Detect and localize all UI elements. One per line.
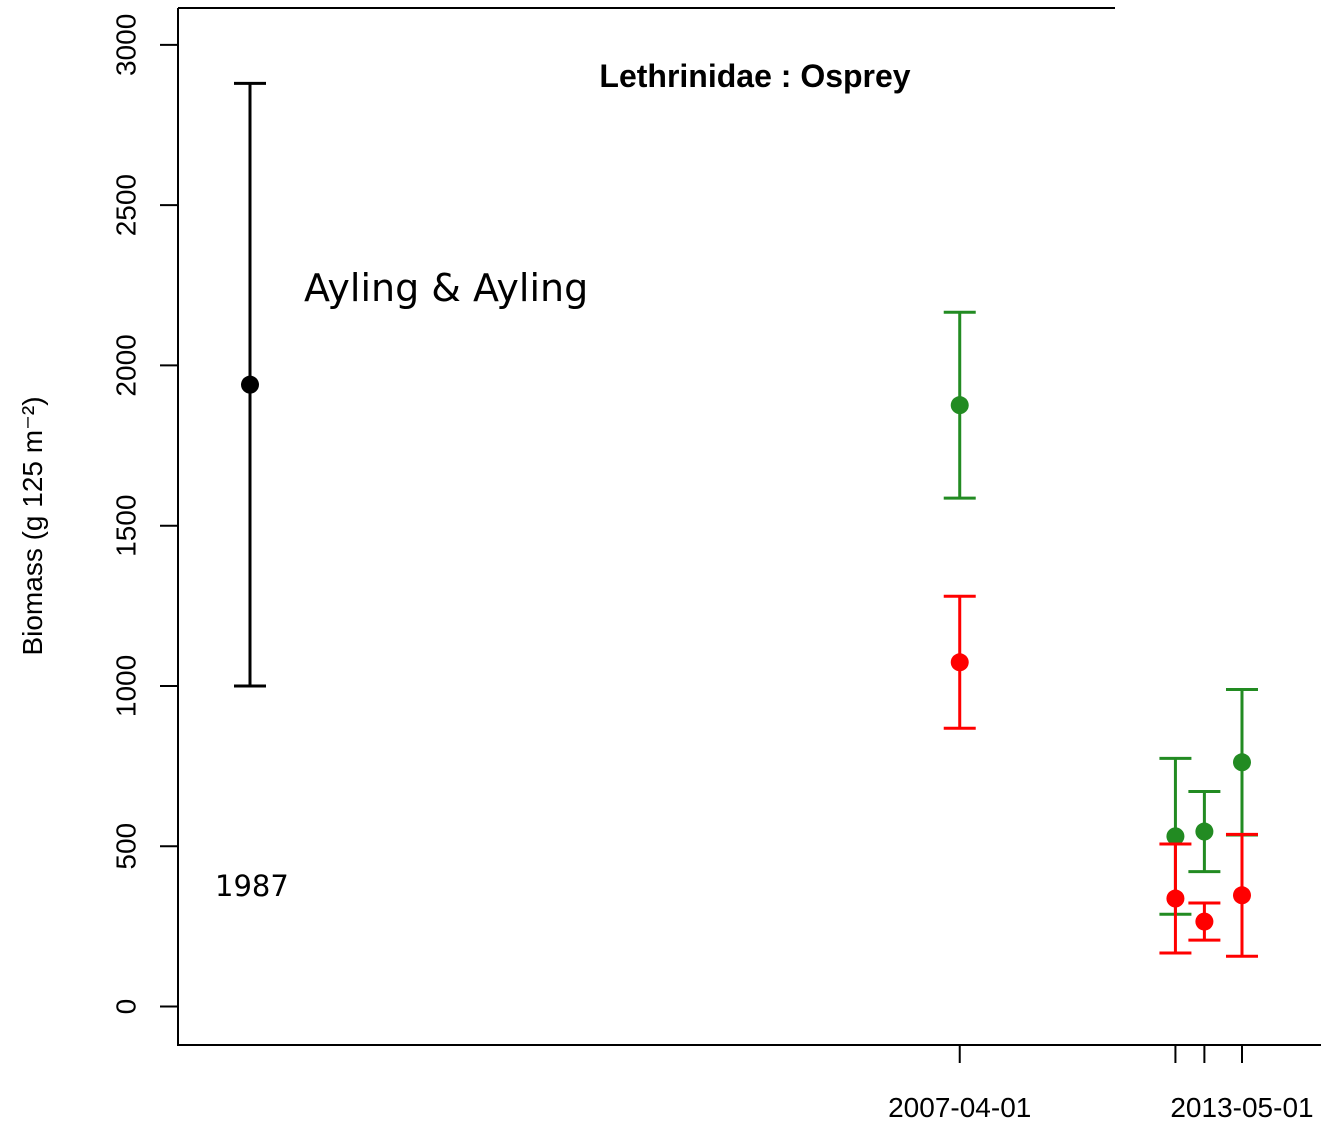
y-tick-label: 500 [110, 823, 141, 870]
y-tick-label: 1000 [110, 655, 141, 717]
x-tick-label: 2013-05-01 [1170, 1092, 1313, 1123]
reference-label: 1987 [215, 869, 289, 903]
plot-frame [177, 7, 1321, 1046]
point [1232, 886, 1251, 905]
chart-title: Lethrinidae : Osprey [599, 58, 910, 94]
y-tick-label: 1500 [110, 495, 141, 557]
point [1195, 912, 1214, 931]
point [1232, 753, 1251, 772]
y-tick-label: 0 [110, 999, 141, 1015]
y-axis-label: Biomass (g 125 m⁻²) [17, 396, 48, 655]
point [950, 653, 969, 672]
y-tick-label: 2000 [110, 334, 141, 396]
y-tick-label: 2500 [110, 174, 141, 236]
point [1195, 822, 1214, 841]
y-tick-label: 3000 [110, 14, 141, 76]
reference-point [241, 375, 259, 394]
annotation: Ayling & Ayling [304, 266, 588, 310]
point [1166, 889, 1185, 908]
point [950, 396, 969, 415]
point [1166, 827, 1185, 846]
x-tick-label: 2007-04-01 [888, 1092, 1031, 1123]
